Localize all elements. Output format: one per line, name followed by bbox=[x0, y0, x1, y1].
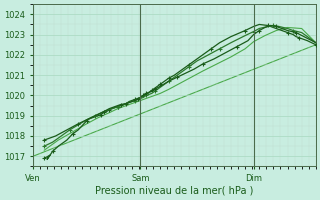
X-axis label: Pression niveau de la mer( hPa ): Pression niveau de la mer( hPa ) bbox=[95, 186, 253, 196]
